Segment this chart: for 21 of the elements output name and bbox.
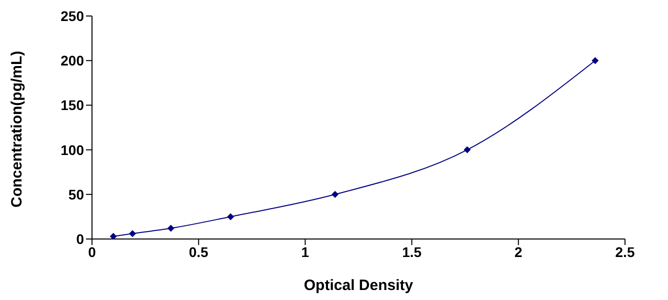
point <box>110 232 117 239</box>
point <box>167 224 174 232</box>
x-tick-label: 0.5 <box>188 244 209 260</box>
point <box>592 57 599 64</box>
x-tick-label: 1 <box>301 244 310 260</box>
x-axis-title: Optical Density <box>304 277 414 294</box>
y-tick-label: 100 <box>60 142 84 158</box>
y-axis-title: Concentration(pg/mL) <box>8 50 26 208</box>
y-tick-label: 200 <box>60 52 84 69</box>
point <box>129 230 136 238</box>
x-tick-label: 0 <box>88 244 96 260</box>
x-tick-label: 2.5 <box>615 244 635 260</box>
x-tick-label: 2 <box>514 244 522 260</box>
y-tick-label: 150 <box>60 97 84 114</box>
point <box>227 213 234 220</box>
point <box>464 146 471 154</box>
y-tick-label: 50 <box>68 186 84 202</box>
y-tick-label: 0 <box>76 230 84 247</box>
x-tick-label: 1.5 <box>402 244 422 260</box>
point <box>332 190 339 198</box>
y-tick-label: 250 <box>60 8 84 24</box>
